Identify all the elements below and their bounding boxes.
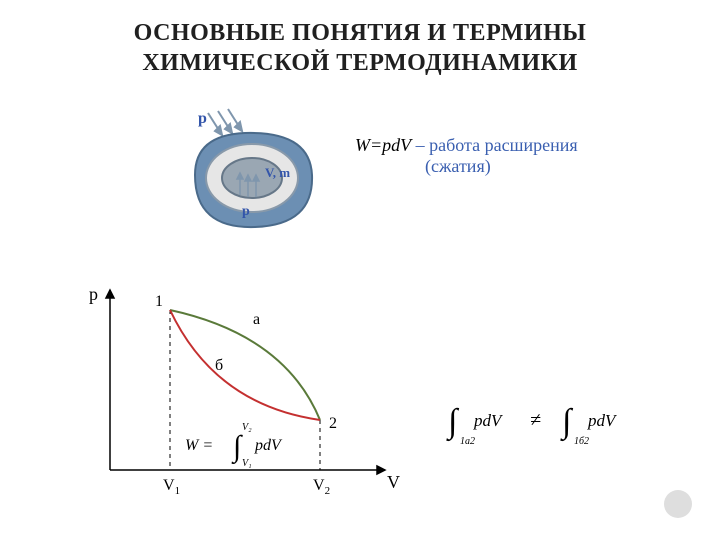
inner-p-label: p	[242, 204, 250, 219]
curve-a-label: а	[253, 311, 260, 328]
caption-text2: (сжатия)	[425, 156, 578, 177]
piston-diagram: p V, m p	[170, 105, 330, 245]
svg-text:1б2: 1б2	[574, 436, 589, 447]
svg-text:1a2: 1a2	[460, 436, 475, 447]
svg-text:pdV: pdV	[587, 411, 618, 430]
formula-wpdv: W=pdV	[355, 135, 411, 155]
svg-text:V₁: V₁	[242, 458, 252, 469]
caption-dash: –	[411, 135, 429, 155]
inner-vm-label: V, m	[265, 165, 290, 180]
axes	[106, 290, 385, 474]
title-line-1: ОСНОВНЫЕ ПОНЯТИЯ И ТЕРМИНЫ	[134, 20, 587, 46]
slide-nav-dot	[664, 490, 692, 518]
integral-formula: W = ∫ V₂ V₁ pdV	[185, 422, 283, 469]
y-axis-label: p	[89, 284, 98, 304]
svg-text:W =: W =	[185, 437, 213, 454]
outer-arrows	[208, 109, 242, 135]
curve-b	[170, 310, 320, 420]
work-caption: W=pdV – работа расширения (сжатия)	[355, 135, 578, 177]
curve-a	[170, 310, 320, 420]
pt2-label: 2	[329, 415, 337, 432]
svg-text:∫: ∫	[560, 403, 574, 442]
svg-text:pdV: pdV	[473, 411, 504, 430]
x-axis-label: V	[387, 472, 400, 492]
inner-arrows	[237, 173, 259, 197]
title-line-2: ХИМИЧЕСКОЙ ТЕРМОДИНАМИКИ	[142, 50, 577, 76]
v1-label: V1	[163, 477, 180, 497]
v2-label: V2	[313, 477, 330, 497]
svg-text:≠: ≠	[530, 409, 541, 431]
caption-text1: работа расширения	[429, 135, 578, 155]
curve-b-label: б	[215, 357, 223, 374]
outer-p-label: p	[198, 110, 207, 127]
svg-text:∫: ∫	[446, 403, 460, 442]
pt1-label: 1	[155, 293, 163, 310]
pv-graph: p V 1 2 а б V1 V2 W = ∫ V₂ V₁ pdV	[85, 280, 405, 510]
path-inequality: ∫ 1a2 pdV ≠ ∫ 1б2 pdV	[440, 390, 670, 455]
slide-title: ОСНОВНЫЕ ПОНЯТИЯ И ТЕРМИНЫ ХИМИЧЕСКОЙ ТЕ…	[0, 0, 720, 78]
svg-text:pdV: pdV	[254, 437, 283, 454]
svg-text:V₂: V₂	[242, 422, 252, 433]
